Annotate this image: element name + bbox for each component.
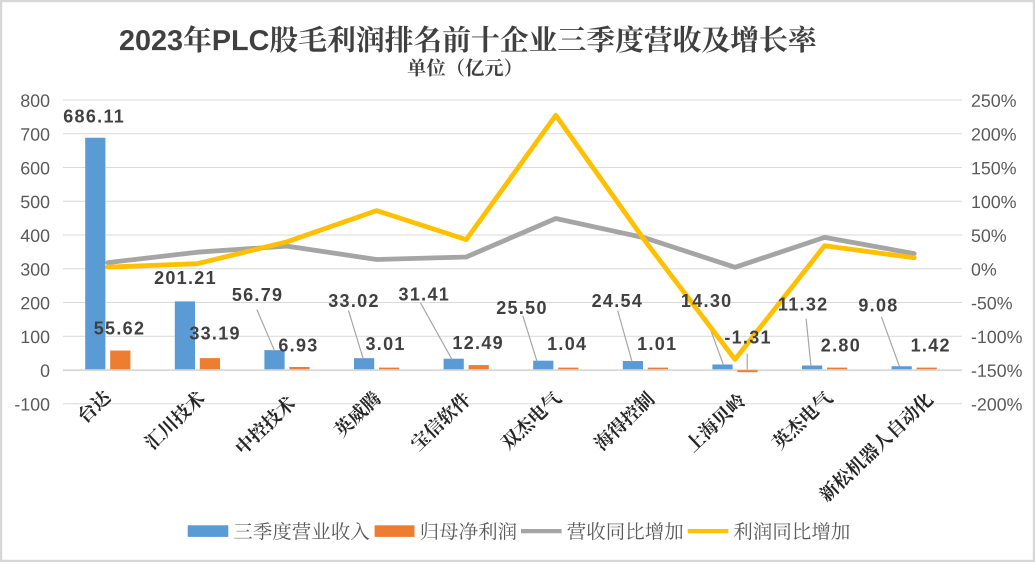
svg-text:2.80: 2.80 [821,335,861,355]
svg-text:14.30: 14.30 [681,291,733,311]
svg-text:31.41: 31.41 [399,285,451,305]
svg-text:1.42: 1.42 [911,335,951,355]
svg-text:1.04: 1.04 [547,334,587,354]
svg-text:12.49: 12.49 [452,333,504,353]
svg-text:9.08: 9.08 [858,295,898,315]
svg-text:11.32: 11.32 [778,294,829,314]
svg-text:3.01: 3.01 [365,334,405,354]
svg-text:24.54: 24.54 [592,291,644,311]
svg-text:-1.31: -1.31 [724,327,772,347]
svg-text:33.19: 33.19 [189,324,241,344]
svg-text:55.62: 55.62 [94,318,146,338]
svg-text:25.50: 25.50 [496,298,548,318]
svg-text:686.11: 686.11 [63,107,125,127]
svg-text:201.21: 201.21 [154,268,217,288]
svg-text:1.01: 1.01 [637,334,677,354]
svg-text:56.79: 56.79 [232,285,284,305]
svg-text:6.93: 6.93 [278,336,318,356]
svg-text:33.02: 33.02 [328,291,380,311]
